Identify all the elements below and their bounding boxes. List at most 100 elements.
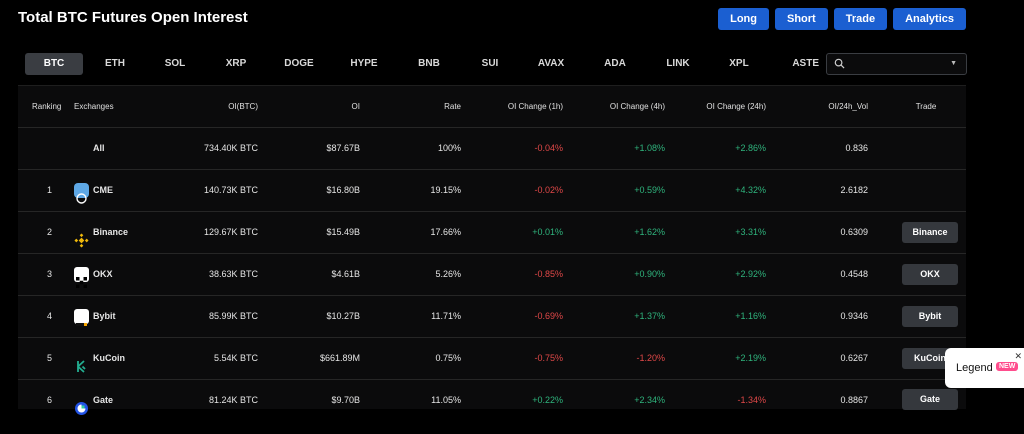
search-input[interactable]: ▼ — [826, 53, 967, 75]
chevron-down-icon: ▼ — [950, 60, 957, 67]
exchange-cell[interactable]: KuCoin — [74, 338, 125, 379]
coin-tabs: BTC ETH SOL XRP DOGE HYPE BNB SUI AVAX A… — [25, 53, 823, 75]
oi-vol-ratio: 0.6309 — [840, 227, 868, 237]
header-exchange: Exchanges — [74, 102, 114, 111]
trade-binance-button[interactable]: Binance — [902, 222, 958, 243]
rate: 11.05% — [431, 395, 461, 405]
oi-change-4h: +1.37% — [634, 311, 665, 321]
trade-gate-button[interactable]: Gate — [902, 389, 958, 410]
oi-change-24h: +4.32% — [735, 185, 766, 195]
analytics-button[interactable]: Analytics — [893, 8, 966, 30]
tab-avax[interactable]: AVAX — [537, 58, 565, 69]
exchange-name: All — [93, 143, 105, 153]
oi-btc: 81.24K BTC — [208, 395, 258, 405]
oi-btc: 140.73K BTC — [203, 185, 258, 195]
open-interest-table: Ranking Exchanges OI(BTC) OI Rate OI Cha… — [18, 85, 966, 415]
exchange-cell[interactable]: Bybit — [74, 296, 116, 337]
exchange-cell[interactable]: Gate — [74, 380, 113, 421]
header-rank: Ranking — [32, 102, 62, 111]
oi-btc: 734.40K BTC — [203, 143, 258, 153]
table-row: 5 KuCoin 5.54K BTC $661.89M 0.75% -0.75%… — [18, 338, 966, 380]
rate: 0.75% — [435, 353, 461, 363]
rate: 17.66% — [430, 227, 461, 237]
oi-vol-ratio: 0.836 — [845, 143, 868, 153]
close-icon[interactable]: ✕ — [1014, 351, 1022, 361]
search-icon — [834, 58, 845, 69]
tab-doge[interactable]: DOGE — [284, 58, 314, 69]
rate: 100% — [437, 143, 461, 153]
exchange-cell[interactable]: OKX — [74, 254, 113, 295]
tab-xrp[interactable]: XRP — [225, 58, 247, 69]
oi-change-24h: +2.92% — [735, 269, 766, 279]
oi-usd: $15.49B — [326, 227, 360, 237]
rank: 2 — [47, 227, 53, 237]
rank: 3 — [47, 269, 53, 279]
okx-icon — [74, 267, 89, 288]
oi-change-24h: +2.86% — [735, 143, 766, 153]
legend-widget[interactable]: Legend NEW ✕ — [945, 348, 1024, 388]
tab-ada[interactable]: ADA — [604, 58, 626, 69]
tab-btc[interactable]: BTC — [25, 53, 83, 75]
tab-bnb[interactable]: BNB — [418, 58, 440, 69]
oi-change-4h: +1.08% — [634, 143, 665, 153]
table-row: 6 Gate 81.24K BTC $9.70B 11.05% +0.22% +… — [18, 380, 966, 421]
trade-okx-button[interactable]: OKX — [902, 264, 958, 285]
rank: 5 — [47, 353, 53, 363]
exchange-cell[interactable]: Binance — [74, 212, 128, 253]
new-badge: NEW — [996, 362, 1019, 371]
exchange-name: Gate — [93, 395, 114, 405]
oi-usd: $10.27B — [326, 311, 360, 321]
oi-usd: $9.70B — [331, 395, 360, 405]
oi-change-24h: +3.31% — [735, 227, 766, 237]
short-button[interactable]: Short — [774, 8, 828, 30]
oi-usd: $661.89M — [319, 353, 360, 363]
header-trade: Trade — [915, 102, 937, 111]
table-header: Ranking Exchanges OI(BTC) OI Rate OI Cha… — [18, 86, 966, 128]
oi-change-4h: +0.90% — [634, 269, 665, 279]
tab-xpl[interactable]: XPL — [729, 58, 749, 69]
tab-sui[interactable]: SUI — [481, 58, 499, 69]
exchange-name: Binance — [93, 227, 129, 237]
oi-vol-ratio: 2.6182 — [840, 185, 868, 195]
oi-change-24h: +2.19% — [735, 353, 766, 363]
header-oi-btc: OI(BTC) — [228, 102, 258, 111]
trade-button[interactable]: Trade — [833, 8, 888, 30]
oi-change-1h: -0.69% — [534, 311, 563, 321]
tab-hype[interactable]: HYPE — [350, 58, 378, 69]
trade-kucoin-button[interactable]: KuCoin — [902, 348, 958, 369]
oi-btc: 129.67K BTC — [203, 227, 258, 237]
oi-vol-ratio: 0.4548 — [840, 269, 868, 279]
trade-bybit-button[interactable]: Bybit — [902, 306, 958, 327]
oi-usd: $4.61B — [331, 269, 360, 279]
binance-icon — [74, 225, 89, 248]
long-button[interactable]: Long — [718, 8, 769, 30]
rank: 1 — [47, 185, 53, 195]
oi-change-1h: -0.75% — [534, 353, 563, 363]
oi-change-1h: -0.85% — [534, 269, 563, 279]
page-title: Total BTC Futures Open Interest — [18, 9, 248, 26]
header-chg-4h: OI Change (4h) — [609, 102, 665, 111]
tab-link[interactable]: LINK — [666, 58, 690, 69]
bybit-icon — [74, 309, 89, 326]
legend-label: Legend — [956, 362, 993, 374]
oi-usd: $87.67B — [326, 143, 360, 153]
kucoin-icon — [74, 351, 89, 373]
exchange-name: KuCoin — [93, 353, 125, 363]
oi-vol-ratio: 0.6267 — [840, 353, 868, 363]
exchange-name: CME — [93, 185, 113, 195]
oi-change-1h: +0.22% — [532, 395, 563, 405]
oi-btc: 85.99K BTC — [208, 311, 258, 321]
rate: 5.26% — [435, 269, 461, 279]
rank: 4 — [47, 311, 53, 321]
oi-change-4h: -1.20% — [636, 353, 665, 363]
rate: 19.15% — [430, 185, 461, 195]
oi-change-1h: -0.04% — [534, 143, 563, 153]
tab-eth[interactable]: ETH — [105, 58, 125, 69]
tab-aster[interactable]: ASTE — [792, 58, 819, 69]
header-oi: OI — [351, 102, 360, 111]
oi-change-24h: +1.16% — [735, 311, 766, 321]
exchange-name: Bybit — [93, 311, 116, 321]
tab-sol[interactable]: SOL — [164, 58, 186, 69]
exchange-cell[interactable]: CME — [74, 170, 113, 211]
table-row: 3 OKX 38.63K BTC $4.61B 5.26% -0.85% +0.… — [18, 254, 966, 296]
